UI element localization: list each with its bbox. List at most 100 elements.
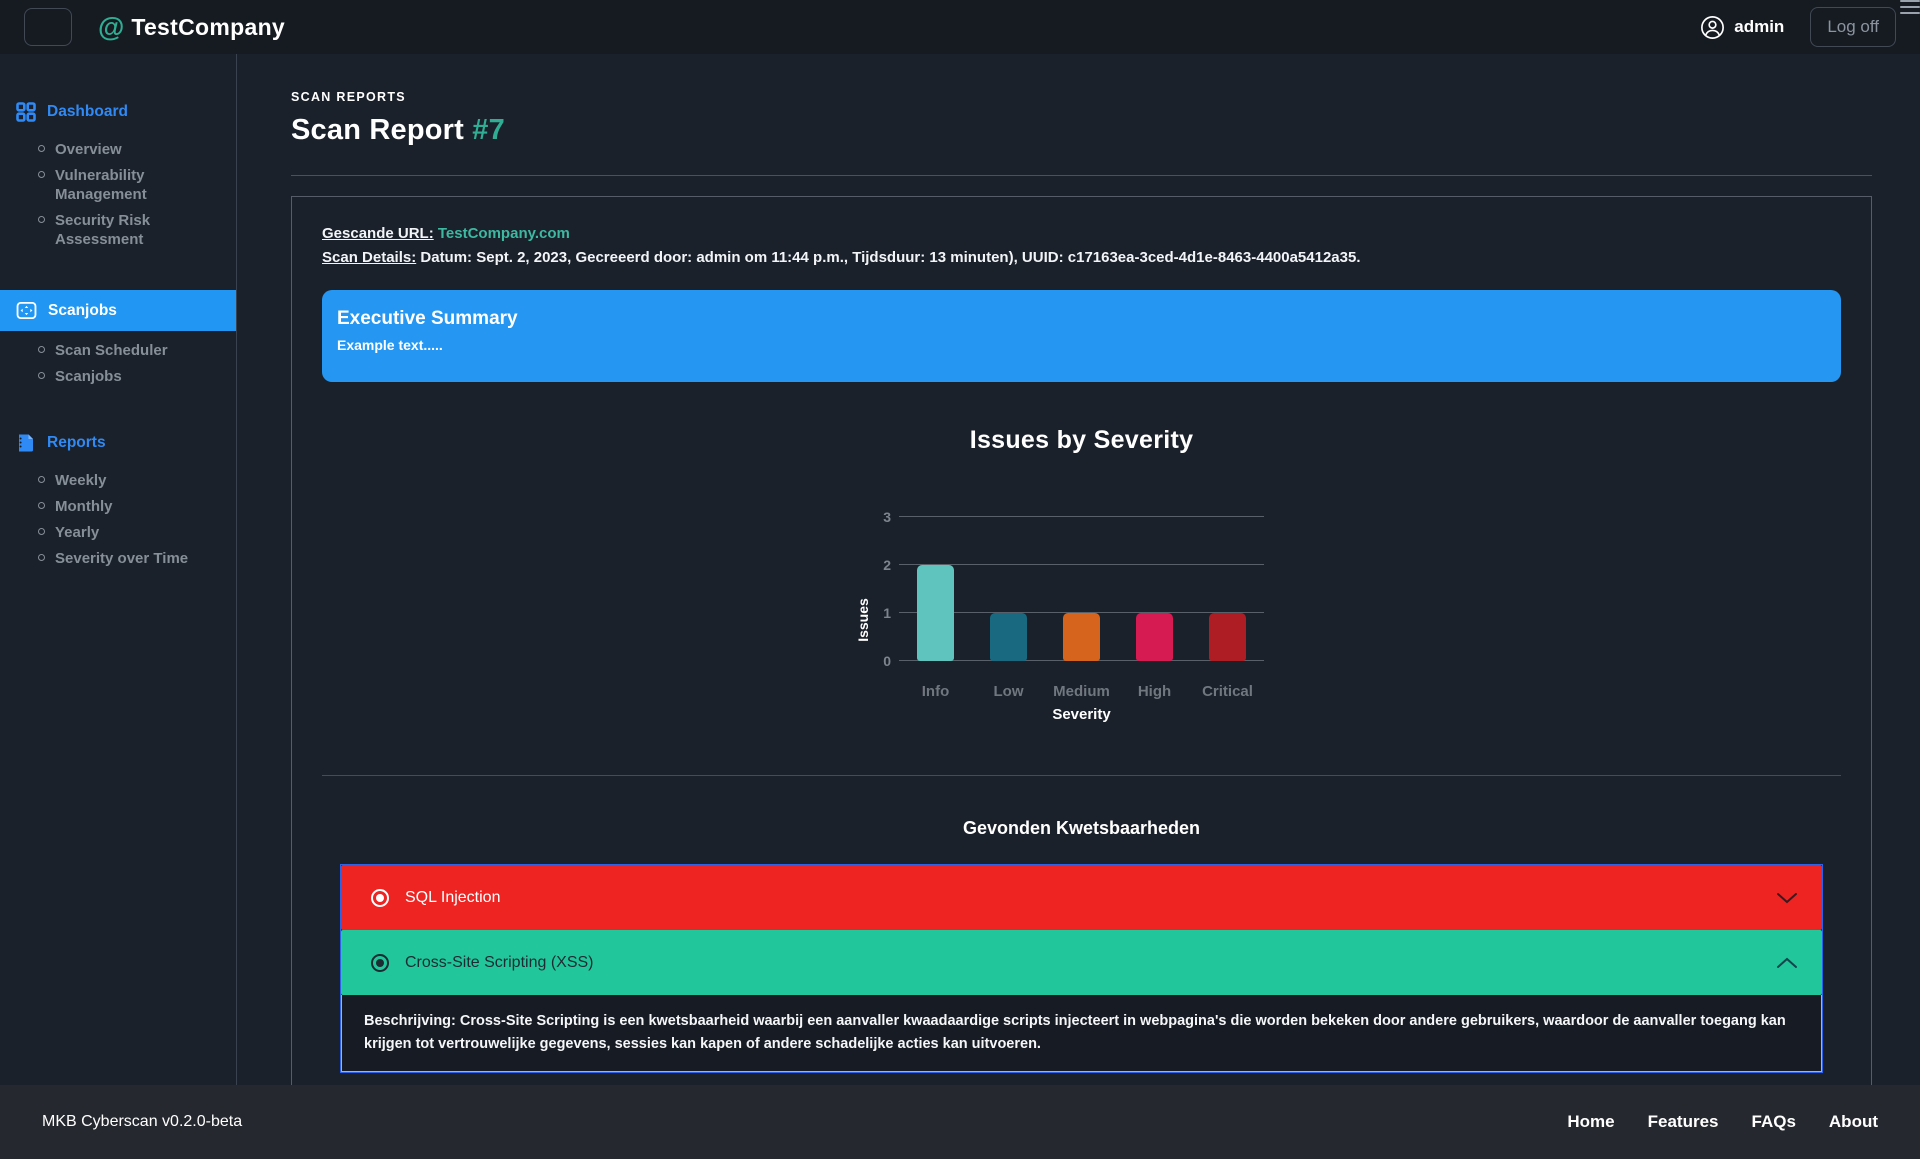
executive-summary-title: Executive Summary — [337, 308, 518, 329]
x-category-label: Critical — [1202, 683, 1253, 700]
y-tick-label: 1 — [883, 605, 891, 621]
bar-low — [990, 613, 1027, 661]
top-navbar: @ TestCompany admin Log off — [0, 0, 1920, 54]
card-divider — [322, 775, 1841, 776]
bar-info — [917, 565, 954, 661]
brand-logo[interactable]: @ TestCompany — [98, 11, 286, 42]
bullet-icon — [38, 216, 45, 223]
vuln-item-sql-injection[interactable]: SQL Injection — [341, 865, 1822, 930]
bullet-icon — [38, 372, 45, 379]
sidebar-item-weekly[interactable]: Weekly — [38, 471, 196, 490]
menu-toggle-button[interactable] — [24, 0, 1920, 46]
sidebar-item-vulnerability-management[interactable]: Vulnerability Management — [38, 166, 196, 204]
sidebar-item-security-risk-assessment[interactable]: Security Risk Assessment — [38, 211, 196, 249]
app-version-label: MKB Cyberscan v0.2.0-beta — [42, 1113, 243, 1130]
footer-links: Home Features FAQs About — [1567, 1112, 1878, 1132]
gridline — [899, 612, 1264, 613]
scanned-url-label: Gescande URL: — [322, 225, 434, 242]
footer-link-about[interactable]: About — [1828, 1112, 1878, 1131]
y-tick-label: 2 — [883, 557, 891, 573]
sidebar-item-severity-over-time[interactable]: Severity over Time — [38, 549, 196, 568]
bullet-icon — [38, 346, 45, 353]
chart-title: Issues by Severity — [969, 426, 1194, 454]
y-tick-label: 0 — [883, 653, 891, 669]
bullet-icon — [38, 528, 45, 535]
grid-icon — [16, 102, 36, 122]
sidebar-item-label: Scanjobs — [48, 301, 117, 319]
bullet-icon — [38, 171, 45, 178]
sidebar-item-dashboard[interactable]: Dashboard — [0, 94, 236, 130]
dashboard-sublist: Overview Vulnerability Management Securi… — [0, 130, 236, 274]
bar-medium — [1063, 613, 1100, 661]
vuln-description-label: Beschrijving: — [364, 1013, 456, 1029]
footer: MKB Cyberscan v0.2.0-beta Home Features … — [0, 1085, 1920, 1159]
footer-link-home[interactable]: Home — [1567, 1112, 1615, 1131]
radio-icon — [371, 888, 389, 907]
sidebar: Dashboard Overview Vulnerability Managem… — [0, 54, 237, 1085]
sidebar-item-scanjobs[interactable]: Scanjobs — [0, 290, 236, 331]
bar-high — [1136, 613, 1173, 661]
vuln-name: Cross-Site Scripting (XSS) — [405, 953, 594, 971]
scan-details-value: Datum: Sept. 2, 2023, Gecreeerd door: ad… — [420, 249, 1361, 266]
x-category-label: Low — [993, 683, 1024, 700]
bullet-icon — [38, 554, 45, 561]
sidebar-item-label: Dashboard — [47, 103, 128, 120]
scanjobs-sublist: Scan Scheduler Scanjobs — [0, 331, 236, 411]
gridline — [899, 564, 1264, 565]
scanned-url-line: Gescande URL: TestCompany.com — [322, 225, 1841, 242]
logoff-button[interactable]: Log off — [1810, 7, 1896, 47]
radio-icon — [371, 953, 389, 972]
executive-summary-body: Example text..... — [337, 337, 443, 353]
scan-details-line: Scan Details: Datum: Sept. 2, 2023, Gecr… — [322, 249, 1841, 266]
username-label: admin — [1734, 17, 1785, 36]
at-icon: @ — [98, 11, 125, 42]
footer-link-faqs[interactable]: FAQs — [1751, 1112, 1796, 1131]
content-area: SCAN REPORTS Scan Report #7 Gescande URL… — [237, 54, 1920, 1085]
report-number: #7 — [472, 114, 505, 146]
bullet-icon — [38, 145, 45, 152]
report-file-icon — [19, 434, 33, 452]
sidebar-item-label: Reports — [47, 434, 106, 451]
gridline — [899, 516, 1264, 517]
sidebar-item-scan-scheduler[interactable]: Scan Scheduler — [38, 341, 196, 360]
chart-x-axis-label: Severity — [1052, 706, 1111, 723]
brand-name: TestCompany — [131, 13, 286, 40]
bar-critical — [1209, 613, 1246, 661]
vuln-item-xss[interactable]: Cross-Site Scripting (XSS) — [341, 930, 1822, 995]
header-divider — [291, 175, 1872, 176]
vuln-description-text: Cross-Site Scripting is een kwetsbaarhei… — [364, 1013, 1786, 1052]
vuln-description-panel: Beschrijving: Cross-Site Scripting is ee… — [341, 995, 1822, 1072]
y-tick-label: 3 — [883, 509, 891, 525]
chart-plot: 0 1 2 3 — [883, 509, 1264, 669]
vuln-name: SQL Injection — [405, 888, 501, 906]
user-menu[interactable]: admin — [1700, 15, 1784, 40]
x-category-label: Medium — [1053, 683, 1110, 700]
sidebar-item-overview[interactable]: Overview — [38, 140, 196, 159]
executive-summary-box: Executive Summary Example text..... — [322, 290, 1841, 382]
x-category-label: High — [1137, 683, 1172, 700]
scan-icon — [16, 301, 37, 320]
vulnerabilities-title: Gevonden Kwetsbaarheden — [962, 818, 1201, 838]
scanned-url-link[interactable]: TestCompany.com — [437, 225, 570, 242]
sidebar-item-reports[interactable]: Reports — [0, 425, 236, 461]
report-card: Gescande URL: TestCompany.com Scan Detai… — [291, 196, 1872, 1085]
sidebar-item-monthly[interactable]: Monthly — [38, 497, 196, 516]
sidebar-item-scanjobs-sub[interactable]: Scanjobs — [38, 367, 196, 386]
chevron-up-icon — [1777, 957, 1797, 968]
chevron-down-icon — [1777, 892, 1797, 903]
navbar-right: admin Log off — [1700, 7, 1896, 47]
bullet-icon — [38, 476, 45, 483]
sidebar-item-yearly[interactable]: Yearly — [38, 523, 196, 542]
person-circle-icon — [1701, 15, 1725, 39]
bars-group — [899, 517, 1264, 661]
footer-link-features[interactable]: Features — [1647, 1112, 1719, 1131]
reports-sublist: Weekly Monthly Yearly Severity over Time — [0, 461, 236, 593]
bullet-icon — [38, 502, 45, 509]
page-eyebrow: SCAN REPORTS — [291, 90, 406, 104]
main-row: Dashboard Overview Vulnerability Managem… — [0, 54, 1920, 1085]
page-title: Scan Report #7 — [291, 114, 505, 146]
scan-details-label: Scan Details: — [322, 249, 417, 266]
